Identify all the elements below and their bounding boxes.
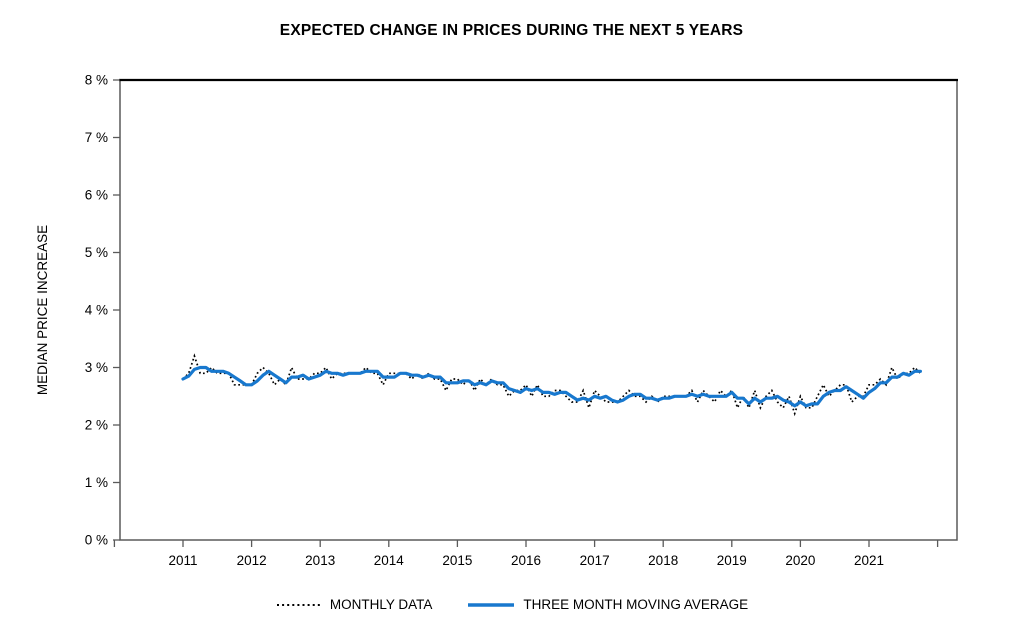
legend-label-monthly-data: MONTHLY DATA bbox=[329, 597, 433, 612]
legend-label-moving-average: THREE MONTH MOVING AVERAGE bbox=[523, 597, 749, 612]
x-tick-label: 2020 bbox=[785, 553, 815, 568]
x-tick-label: 2019 bbox=[717, 553, 747, 568]
x-tick-label: 2013 bbox=[305, 553, 335, 568]
x-tick-label: 2014 bbox=[374, 553, 405, 568]
plot-svg: MEDIAN PRICE INCREASE 0 % 1 % 2 % 3 % 4 % 5 %… bbox=[35, 73, 958, 568]
y-tick-label: 3 % bbox=[85, 360, 108, 375]
y-tick-label: 5 % bbox=[85, 245, 108, 260]
y-tick-label: 6 % bbox=[85, 188, 108, 203]
x-tick-label: 2012 bbox=[237, 553, 267, 568]
dotted-line-swatch bbox=[276, 603, 321, 606]
y-tick-label: 0 % bbox=[85, 533, 108, 548]
legend-item-monthly-data: MONTHLY DATA bbox=[275, 597, 433, 612]
x-tick-label: 2011 bbox=[168, 553, 197, 568]
y-tick-label: 4 % bbox=[85, 303, 108, 318]
x-tick-label: 2021 bbox=[854, 553, 884, 568]
legend-item-moving-average: THREE MONTH MOVING AVERAGE bbox=[466, 597, 748, 612]
y-axis-title: MEDIAN PRICE INCREASE bbox=[35, 225, 50, 395]
x-tick-label: 2018 bbox=[648, 553, 678, 568]
plot-frame bbox=[119, 79, 958, 541]
chart-title: EXPECTED CHANGE IN PRICES DURING THE NEX… bbox=[279, 22, 744, 39]
y-tick-label: 7 % bbox=[85, 130, 108, 145]
y-tick-label: 8 % bbox=[85, 73, 108, 88]
solid-line-swatch bbox=[468, 602, 515, 607]
x-tick-label: 2017 bbox=[580, 553, 610, 568]
moving-average-line bbox=[181, 365, 922, 408]
axes: 0 % 1 % 2 % 3 % 4 % 5 % 6 % 7 % 8 % 2011 2012 2013 2… bbox=[85, 73, 958, 568]
x-tick-label: 2016 bbox=[511, 553, 541, 568]
series-lines bbox=[181, 353, 922, 417]
legend: MONTHLY DATA THREE MONTH MOVING AVERAGE bbox=[0, 597, 1023, 612]
x-tick-label: 2015 bbox=[442, 553, 472, 568]
y-tick-label: 1 % bbox=[85, 475, 108, 490]
y-tick-label: 2 % bbox=[85, 418, 108, 433]
